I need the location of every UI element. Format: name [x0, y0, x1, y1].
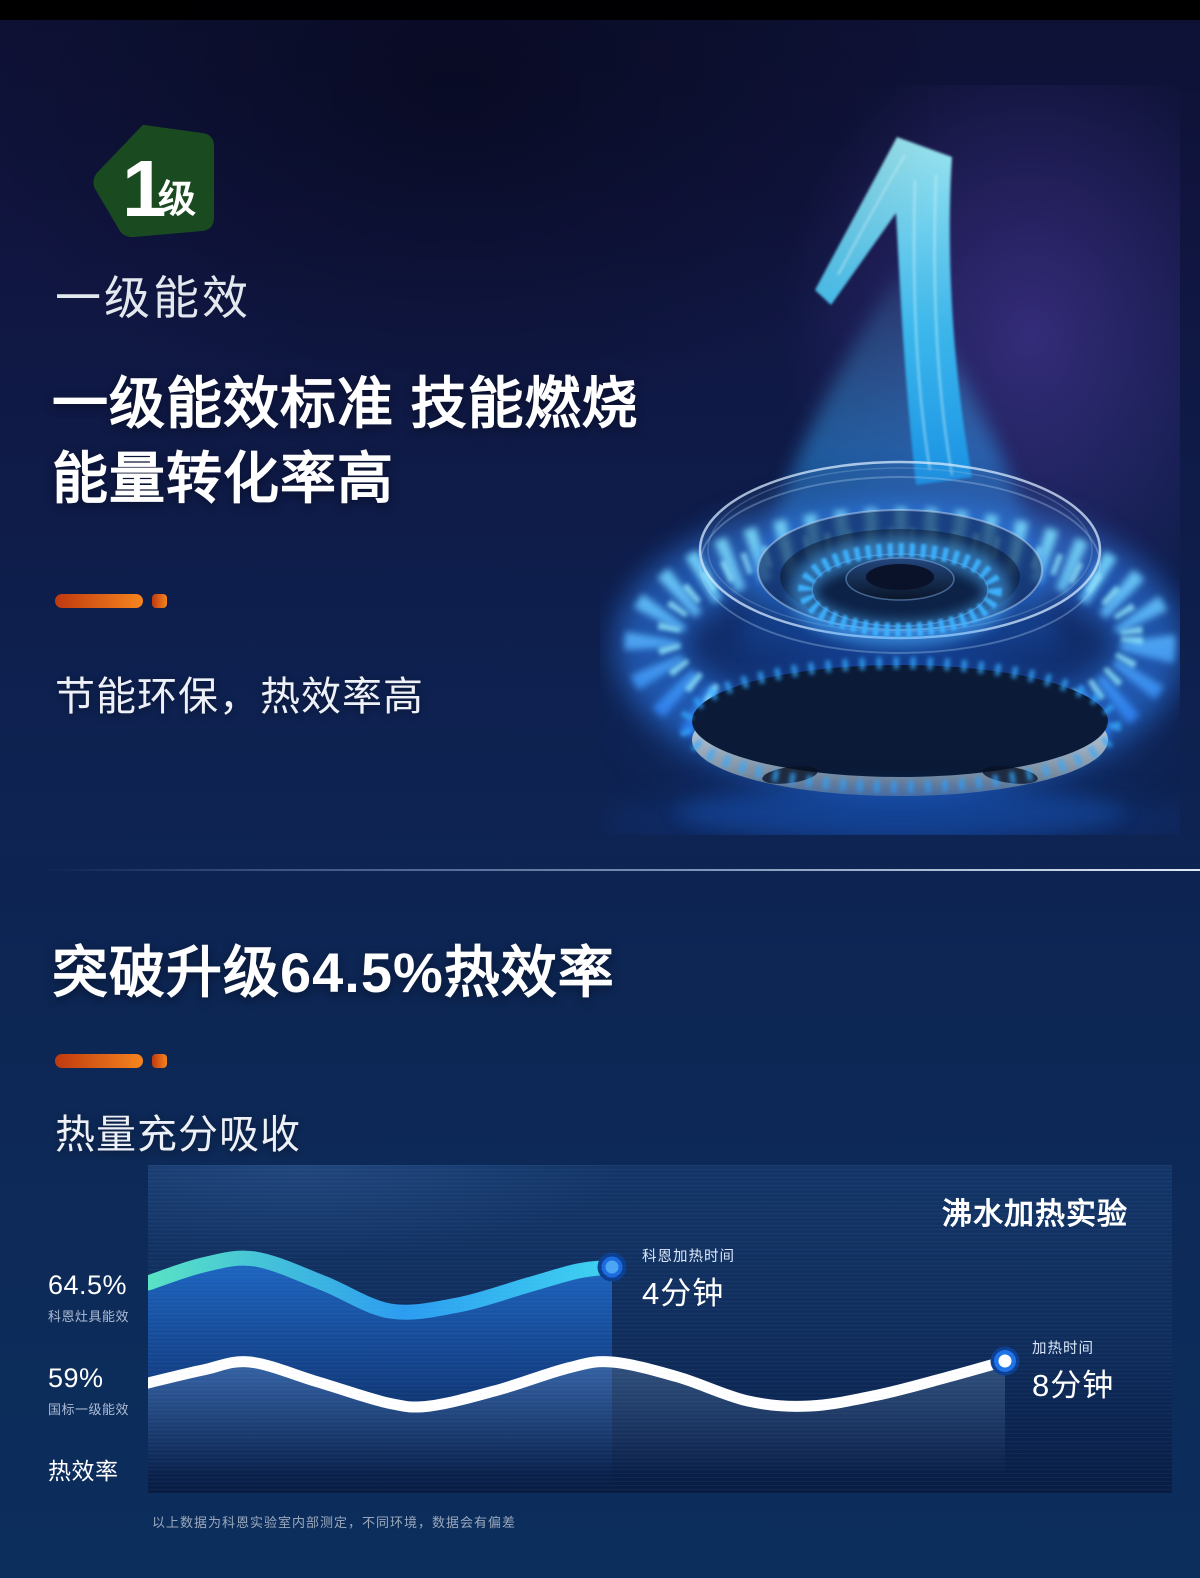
series2-area-fill — [148, 1361, 1005, 1483]
badge-caption: 一级能效 — [55, 272, 251, 324]
hero-title-line2: 能量转化率高 — [52, 447, 394, 510]
y-axis-caption: 国标一级能效 — [48, 1402, 130, 1417]
annotation-label: 科恩加热时间 — [642, 1249, 735, 1265]
section2-subtitle: 热量充分吸收 — [55, 1113, 301, 1157]
burner-flame-image — [600, 85, 1180, 835]
chart-panel: 沸水加热实验 科恩加热时间 4分钟 加热时间 8分钟 — [148, 1165, 1172, 1493]
badge-number: 1 — [122, 144, 167, 233]
energy-level-badge: 1 级 — [93, 125, 214, 238]
annotation-label: 加热时间 — [1032, 1341, 1094, 1357]
y-axis-caption: 科恩灶具能效 — [48, 1309, 130, 1324]
hero-title-line1: 一级能效标准 技能燃烧 — [52, 372, 639, 435]
series2-end-marker — [990, 1346, 1020, 1376]
series2-line — [148, 1355, 1011, 1413]
series1-end-marker — [597, 1252, 627, 1282]
y-axis-row-2: 59% 国标一级能效 — [48, 1363, 148, 1418]
chart-footnote: 以上数据为科恩实验室内部测定，不同环境，数据会有偏差 — [152, 1515, 517, 1530]
top-black-bar — [0, 0, 1200, 20]
section2-title: 突破升级64.5%热效率 — [52, 941, 615, 1004]
accent-dot — [152, 594, 167, 608]
series2-annotation: 加热时间 8分钟 — [1032, 1337, 1114, 1405]
base-flames — [679, 657, 1121, 793]
series1-annotation: 科恩加热时间 4分钟 — [642, 1245, 735, 1313]
y-axis-value: 64.5% — [48, 1270, 128, 1300]
badge-unit: 级 — [158, 179, 196, 221]
accent-bar — [55, 1054, 143, 1068]
accent-bar — [55, 594, 143, 608]
section-divider-line — [40, 869, 1200, 871]
y-axis-value: 59% — [48, 1363, 104, 1393]
crown-flames — [798, 543, 1002, 637]
annotation-value: 8分钟 — [1032, 1368, 1115, 1403]
y-axis-value: 热效率 — [48, 1458, 119, 1484]
chart-title: 沸水加热实验 — [942, 1198, 1128, 1231]
heating-experiment-chart — [148, 1250, 1020, 1483]
flame-arrow — [815, 137, 972, 485]
flame-ring-inner — [657, 528, 1143, 746]
floor-reflection — [675, 787, 1125, 835]
badge-tag-shape — [93, 125, 214, 238]
annotation-value: 4分钟 — [642, 1276, 725, 1311]
y-axis-row-3: 热效率 — [48, 1452, 148, 1486]
y-axis-row-1: 64.5% 科恩灶具能效 — [48, 1270, 148, 1325]
series1-line — [148, 1250, 620, 1320]
hero-title: 一级能效标准 技能燃烧 能量转化率高 — [52, 366, 639, 516]
hero-subtitle: 节能环保，热效率高 — [55, 675, 424, 719]
accent-dot — [152, 1054, 167, 1068]
